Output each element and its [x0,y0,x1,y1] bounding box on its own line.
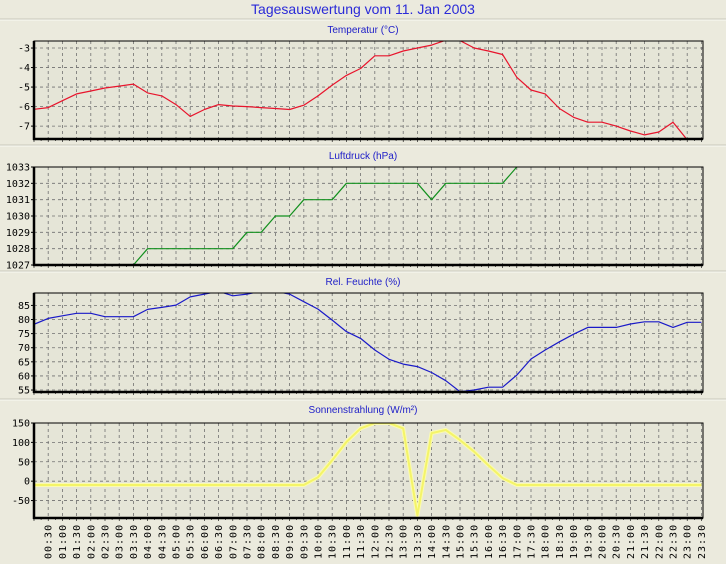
temperature-plot-area [34,41,703,139]
pressure-y-tick-label: 1033 [6,163,30,174]
humidity-y-tick-label: 65 [18,357,30,368]
x-tick-label: 03:30 [129,524,140,559]
time-axis-labels: 00:30 01:00 01:30 02:00 02:30 03:00 03:30 04:00… [44,524,708,559]
temperature-y-tick-label: -4 [18,63,30,74]
x-tick-label: 04:30 [157,524,168,559]
x-tick-label: 18:00 [541,524,552,559]
pressure-y-tick-label: 1030 [6,212,30,223]
x-tick-label: 09:30 [299,524,310,559]
pressure-chart: 1033 1032 1031 1030 1029 1028 1027 [6,163,704,272]
x-tick-label: 19:00 [569,524,580,559]
temperature-y-tick-label: -6 [18,102,30,113]
x-tick-label: 11:30 [356,524,367,559]
x-tick-label: 02:00 [86,524,97,559]
x-tick-label: 15:00 [456,524,467,559]
x-tick-label: 03:00 [115,524,126,559]
x-tick-label: 14:30 [441,524,452,559]
pressure-y-tick-label: 1031 [6,195,30,206]
x-tick-label: 23:30 [697,524,708,559]
temperature-series-line [34,41,688,139]
x-tick-label: 10:30 [328,524,339,559]
x-tick-label: 18:30 [555,524,566,559]
x-tick-label: 05:30 [186,524,197,559]
x-tick-label: 00:30 [44,524,55,559]
x-tick-label: 12:00 [370,524,381,559]
pressure-y-tick-label: 1027 [6,261,30,272]
x-tick-label: 06:30 [214,524,225,559]
x-tick-label: 20:00 [598,524,609,559]
solar-chart-title: Sonnenstrahlung (W/m²) [308,405,418,416]
humidity-series-line [34,293,702,392]
solar-y-tick-label: -50 [12,496,30,507]
solar-series-line [34,423,702,517]
humidity-y-tick-label: 75 [18,329,30,340]
x-tick-label: 17:00 [512,524,523,559]
pressure-series-line [132,167,518,265]
humidity-y-tick-label: 70 [18,343,30,354]
x-tick-label: 11:00 [342,524,353,559]
x-tick-label: 21:00 [626,524,637,559]
x-tick-label: 07:30 [243,524,254,559]
temperature-chart-title: Temperatur (°C) [327,25,399,36]
x-tick-label: 13:30 [413,524,424,559]
x-tick-label: 08:00 [257,524,268,559]
x-tick-label: 04:00 [143,524,154,559]
solar-y-tick-label: 150 [12,419,30,430]
x-tick-label: 10:00 [314,524,325,559]
x-tick-label: 09:00 [285,524,296,559]
humidity-plot-area [34,293,703,392]
x-tick-label: 02:30 [101,524,112,559]
pressure-y-tick-label: 1029 [6,228,30,239]
humidity-y-tick-label: 80 [18,315,30,326]
pressure-plot-area [34,167,703,265]
x-tick-label: 14:00 [427,524,438,559]
solar-y-tick-label: 0 [24,477,30,488]
x-tick-label: 16:00 [484,524,495,559]
solar-y-tick-label: 50 [18,457,30,468]
temperature-y-tick-label: -3 [18,44,30,55]
x-tick-label: 16:30 [498,524,509,559]
x-tick-label: 23:00 [683,524,694,559]
x-tick-label: 17:30 [527,524,538,559]
humidity-y-tick-label: 55 [18,386,30,397]
pressure-chart-title: Luftdruck (hPa) [328,151,398,162]
x-tick-label: 06:00 [200,524,211,559]
x-tick-label: 22:30 [669,524,680,559]
x-tick-label: 01:00 [58,524,69,559]
x-tick-label: 07:00 [228,524,239,559]
x-tick-label: 21:30 [640,524,651,559]
x-tick-label: 22:00 [654,524,665,559]
temperature-y-tick-label: -7 [18,122,30,133]
solar-chart: 150 100 50 0 -50 [12,419,704,521]
pressure-y-tick-label: 1028 [6,244,30,255]
solar-plot-area [34,423,703,518]
page-title: Tagesauswertung vom 11. Jan 2003 [251,1,475,17]
pressure-y-tick-label: 1032 [6,179,30,190]
temperature-y-tick-label: -5 [18,83,30,94]
x-tick-label: 20:30 [612,524,623,559]
x-tick-label: 19:30 [583,524,594,559]
humidity-chart: 85 80 75 70 65 60 55 [18,292,704,397]
humidity-y-tick-label: 85 [18,301,30,312]
x-tick-label: 15:30 [470,524,481,559]
humidity-y-tick-label: 60 [18,371,30,382]
solar-y-tick-label: 100 [12,438,30,449]
humidity-chart-title: Rel. Feuchte (%) [325,277,401,288]
x-tick-label: 05:00 [172,524,183,559]
x-tick-label: 13:00 [399,524,410,559]
temperature-chart: -3 -4 -5 -6 -7 [18,40,704,142]
x-tick-label: 12:30 [385,524,396,559]
x-tick-label: 08:30 [271,524,282,559]
x-tick-label: 01:30 [72,524,83,559]
